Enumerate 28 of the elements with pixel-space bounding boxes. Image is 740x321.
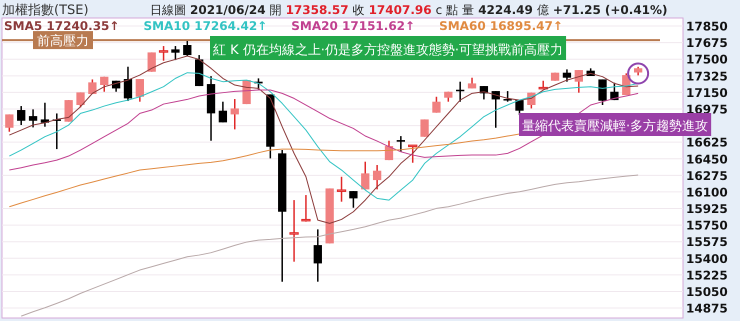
ytick: 14875 [686, 302, 728, 316]
ytick: 15225 [686, 268, 728, 282]
annotation: 紅 K 仍在均線之上·仍是多方控盤進攻態勢·可望挑戰前高壓力 [210, 36, 566, 60]
ytick: 17150 [686, 86, 728, 100]
legend-item: SMA20 17151.62↑ [291, 19, 416, 33]
annotation: 紅 K 仍在均線之上·仍是多方控盤進攻態勢·可望挑戰前高壓力 [213, 42, 564, 58]
ytick: 17675 [686, 36, 728, 50]
ytick: 15575 [686, 235, 728, 250]
ytick: 15400 [686, 252, 728, 266]
legend-item: SMA10 17264.42↑ [143, 19, 268, 33]
legend-item: SMA5 17240.35↑ [4, 19, 120, 33]
ytick: 16100 [686, 185, 728, 200]
ytick: 15050 [686, 284, 728, 299]
ytick: 17325 [686, 69, 728, 84]
ytick: 15750 [686, 218, 728, 233]
ytick: 17850 [686, 20, 728, 34]
subtitle: 日線圖 2021/06/24 開 17358.57 收 17407.96 c 點 量 4224.49 億 +71.25 (+0.41%) [150, 3, 668, 17]
title: 加權指數(TSE) [2, 3, 89, 18]
ytick: 16625 [686, 136, 728, 150]
ytick: 16275 [686, 168, 728, 183]
ref-label: 前高壓力 [33, 31, 93, 50]
annotation: 量縮代表賣壓減輕·多方趨勢進攻 [522, 118, 708, 134]
ref-line-label: 前高壓力 [37, 33, 89, 50]
annotation: 量縮代表賣壓減輕·多方趨勢進攻 [519, 113, 712, 136]
ytick: 17500 [686, 52, 728, 67]
ytick: 15925 [686, 202, 728, 216]
legend-item: SMA60 16895.47↑ [439, 19, 563, 33]
ytick: 16450 [686, 152, 728, 166]
